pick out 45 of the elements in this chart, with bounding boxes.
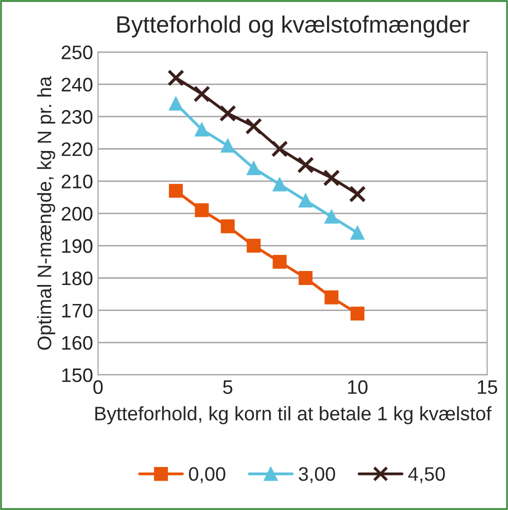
y-tick-label: 250 [62, 45, 92, 60]
point [219, 104, 236, 122]
y-tick-label: 200 [62, 206, 92, 221]
x-tick-label: 15 [478, 380, 498, 394]
y-tick-label: 230 [62, 110, 92, 124]
point [324, 210, 338, 224]
point [348, 186, 366, 203]
point [272, 177, 287, 192]
point [168, 184, 183, 198]
y-tick-label: 240 [62, 78, 92, 92]
point [220, 138, 235, 153]
y-tick-label: 170 [62, 304, 92, 318]
point [323, 169, 340, 186]
y-tick-label: 160 [62, 336, 92, 350]
point [298, 194, 313, 208]
y-tick-label: 210 [62, 174, 92, 188]
legend-label: 3,00 [298, 467, 336, 484]
chart-title: Bytteforhold og kvælstofmængder [117, 15, 470, 38]
x-tick-label: 0 [93, 380, 103, 394]
point [194, 122, 209, 136]
point [350, 226, 364, 240]
point [324, 290, 338, 304]
legend-label: 4,50 [408, 467, 445, 484]
point [272, 254, 287, 269]
y-tick-label: 220 [62, 142, 92, 156]
point [167, 69, 184, 86]
x-tick-label: 10 [348, 380, 368, 394]
point [168, 96, 183, 111]
point [194, 203, 209, 218]
point [298, 271, 313, 285]
point [246, 238, 261, 253]
point [193, 86, 210, 102]
point [220, 219, 235, 234]
y-tick-label: 180 [62, 271, 92, 286]
y-tick-label: 150 [62, 368, 92, 382]
point [245, 118, 262, 135]
y-tick-label: 190 [62, 239, 92, 253]
point [246, 161, 261, 176]
point [271, 140, 288, 158]
point [297, 156, 314, 174]
point [350, 306, 364, 320]
x-axis-title: Bytteforhold, kg korn til at betale 1 kg kvælstof [95, 406, 492, 424]
x-tick-label: 5 [223, 380, 232, 394]
legend-label: 0,00 [188, 467, 226, 484]
y-axis-title: Optimal N-mængde, kg N pr. ha [37, 76, 56, 350]
